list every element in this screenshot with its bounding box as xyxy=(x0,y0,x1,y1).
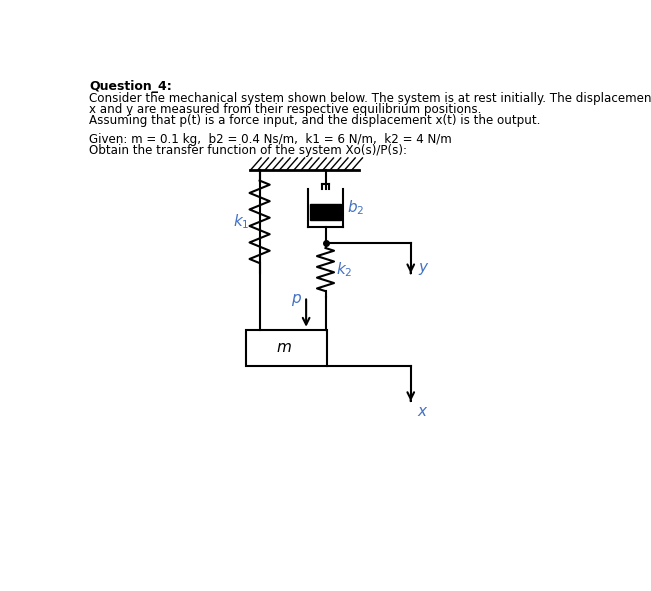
Text: $m$: $m$ xyxy=(276,340,292,355)
Bar xyxy=(310,204,341,219)
Text: Assuming that p(t) is a force input, and the displacement x(t) is the output.: Assuming that p(t) is a force input, and… xyxy=(89,114,540,127)
Text: Consider the mechanical system shown below. The system is at rest initially. The: Consider the mechanical system shown bel… xyxy=(89,92,651,105)
Text: $b_2$: $b_2$ xyxy=(347,199,365,217)
Text: x and y are measured from their respective equilibrium positions.: x and y are measured from their respecti… xyxy=(89,103,482,116)
Text: $k_2$: $k_2$ xyxy=(337,260,353,279)
Bar xyxy=(245,330,327,366)
Text: $k_1$: $k_1$ xyxy=(233,213,249,231)
Text: $p$: $p$ xyxy=(291,293,302,309)
Text: Question_4:: Question_4: xyxy=(89,80,172,93)
Text: $y$: $y$ xyxy=(419,261,430,277)
Text: Given: m = 0.1 kg,  b2 = 0.4 Ns/m,  k1 = 6 N/m,  k2 = 4 N/m: Given: m = 0.1 kg, b2 = 0.4 Ns/m, k1 = 6… xyxy=(89,134,452,147)
Text: Obtain the transfer function of the system Xo(s)/P(s):: Obtain the transfer function of the syst… xyxy=(89,144,407,157)
Text: $x$: $x$ xyxy=(417,404,428,420)
